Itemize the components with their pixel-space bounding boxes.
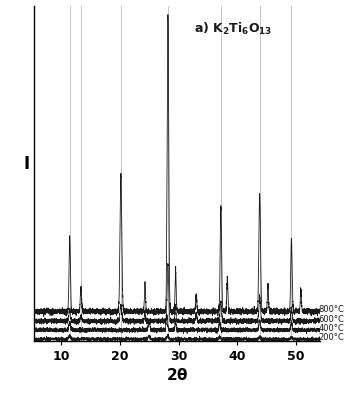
Y-axis label: I: I <box>23 155 29 173</box>
Text: 200°C: 200°C <box>318 333 344 342</box>
Text: a) $\mathbf{K_2Ti_6O_{13}}$: a) $\mathbf{K_2Ti_6O_{13}}$ <box>194 21 273 37</box>
Text: 600°C: 600°C <box>318 315 344 324</box>
X-axis label: $\mathbf{2\theta}$: $\mathbf{2\theta}$ <box>166 367 188 383</box>
Text: 400°C: 400°C <box>318 324 344 333</box>
Text: 800°C: 800°C <box>318 305 344 314</box>
